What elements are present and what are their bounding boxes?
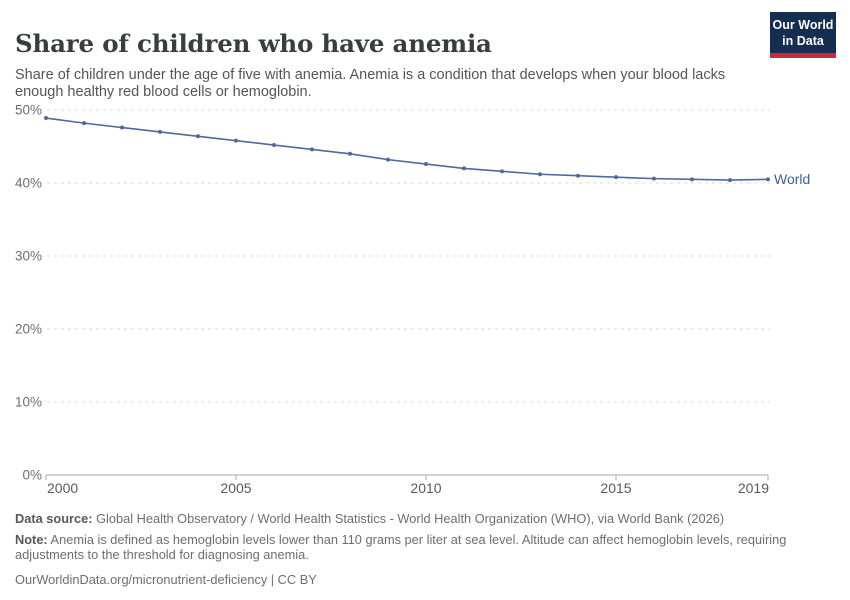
data-point[interactable] — [196, 134, 200, 139]
data-point[interactable] — [500, 169, 504, 174]
owid-logo-line2: in Data — [782, 34, 824, 48]
data-point[interactable] — [766, 177, 770, 182]
y-tick-label: 40% — [15, 176, 42, 191]
owid-logo-line1: Our World — [772, 18, 834, 32]
data-point[interactable] — [120, 125, 124, 130]
y-tick-label: 0% — [22, 468, 42, 483]
data-point[interactable] — [82, 121, 86, 126]
data-point[interactable] — [386, 157, 390, 162]
data-point[interactable] — [158, 129, 162, 134]
citation-url[interactable]: OurWorldinData.org/micronutrient-deficie… — [15, 571, 317, 587]
data-point[interactable] — [690, 177, 694, 182]
page-title: Share of children who have anemia — [15, 29, 492, 59]
note-text: Anemia is defined as hemoglobin levels l… — [15, 531, 787, 563]
x-tick-label: 2019 — [738, 480, 769, 496]
data-source-line: Data source: Global Health Observatory /… — [15, 511, 833, 527]
data-point[interactable] — [614, 175, 618, 180]
chart-footer: Data source: Global Health Observatory /… — [15, 511, 833, 592]
owid-logo[interactable]: Our World in Data — [770, 12, 836, 58]
data-point[interactable] — [424, 162, 428, 167]
x-tick-label: 2010 — [410, 480, 441, 496]
note-line: Note: Anemia is defined as hemoglobin le… — [15, 532, 833, 563]
data-point[interactable] — [44, 116, 48, 121]
y-tick-label: 50% — [15, 103, 42, 118]
series-end-label[interactable]: World — [774, 171, 810, 187]
x-tick-label: 2015 — [600, 480, 631, 496]
data-point[interactable] — [272, 143, 276, 148]
y-tick-label: 30% — [15, 249, 42, 264]
data-point[interactable] — [728, 178, 732, 183]
data-point[interactable] — [348, 151, 352, 156]
y-tick-label: 10% — [15, 395, 42, 410]
data-point[interactable] — [652, 176, 656, 181]
data-point[interactable] — [310, 147, 314, 152]
chart-subtitle: Share of children under the age of five … — [15, 66, 726, 100]
series-line[interactable] — [45, 117, 769, 181]
x-tick-label: 2005 — [220, 480, 251, 496]
x-tick-label: 2000 — [47, 480, 78, 496]
note-label: Note: — [15, 531, 48, 547]
data-source-text: Global Health Observatory / World Health… — [92, 511, 725, 526]
data-point[interactable] — [576, 173, 580, 178]
data-source-label: Data source: — [15, 511, 93, 526]
data-point[interactable] — [462, 166, 466, 171]
y-tick-label: 20% — [15, 322, 42, 337]
data-point[interactable] — [538, 172, 542, 177]
data-point[interactable] — [234, 138, 238, 143]
